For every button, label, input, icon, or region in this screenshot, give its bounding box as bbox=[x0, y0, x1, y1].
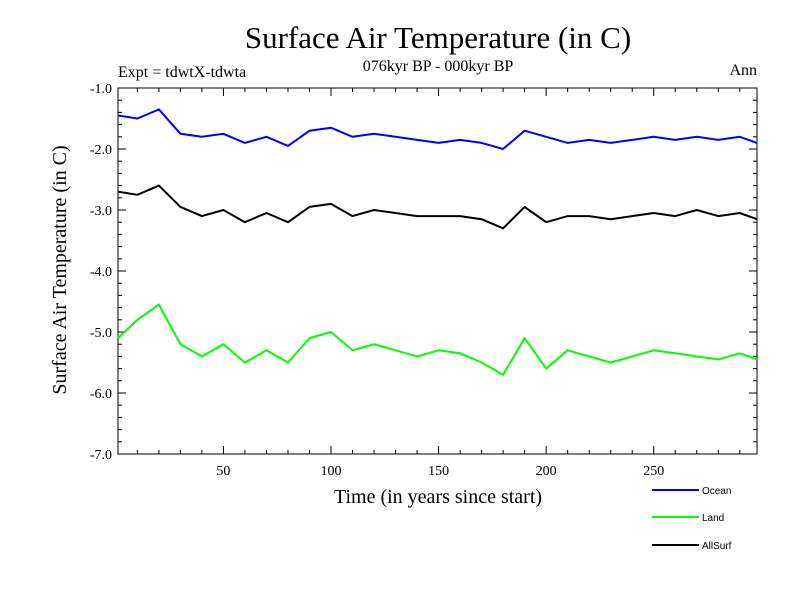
y-tick-label: -2.0 bbox=[90, 143, 112, 158]
series-lines bbox=[117, 108, 758, 376]
y-tick-label: -6.0 bbox=[90, 387, 112, 402]
series-line-allsurf bbox=[117, 184, 758, 230]
x-tick-label: 200 bbox=[536, 464, 557, 479]
legend-label-ocean: Ocean bbox=[702, 486, 731, 497]
experiment-label: Expt = tdwtX-tdwta bbox=[118, 64, 246, 81]
x-axis: 50 100 150 200 250 bbox=[136, 88, 741, 479]
chart-subtitle: 076kyr BP - 000kyr BP bbox=[363, 58, 514, 75]
y-tick-label: -3.0 bbox=[90, 204, 112, 219]
series-line-ocean bbox=[117, 108, 758, 150]
y-axis-label: Surface Air Temperature (in C) bbox=[49, 145, 71, 394]
legend-label-land: Land bbox=[702, 513, 724, 524]
y-axis: -1.0 -2.0 -3.0 -4.0 -5.0 -6.0 -7.0 bbox=[90, 82, 757, 463]
y-tick-label: -5.0 bbox=[90, 326, 112, 341]
y-tick-label: -1.0 bbox=[90, 82, 112, 97]
x-tick-label: 250 bbox=[643, 464, 664, 479]
legend-label-allsurf: AllSurf bbox=[702, 541, 732, 552]
y-tick-label: -7.0 bbox=[90, 448, 112, 463]
x-tick-label: 100 bbox=[321, 464, 342, 479]
x-tick-label: 150 bbox=[428, 464, 449, 479]
legend: Ocean Land AllSurf bbox=[652, 486, 732, 552]
series-line-land bbox=[117, 303, 758, 376]
x-tick-label: 50 bbox=[216, 464, 230, 479]
season-label: Ann bbox=[729, 62, 757, 79]
x-axis-label: Time (in years since start) bbox=[334, 486, 542, 508]
chart-title: Surface Air Temperature (in C) bbox=[245, 20, 631, 55]
y-tick-label: -4.0 bbox=[90, 265, 112, 280]
